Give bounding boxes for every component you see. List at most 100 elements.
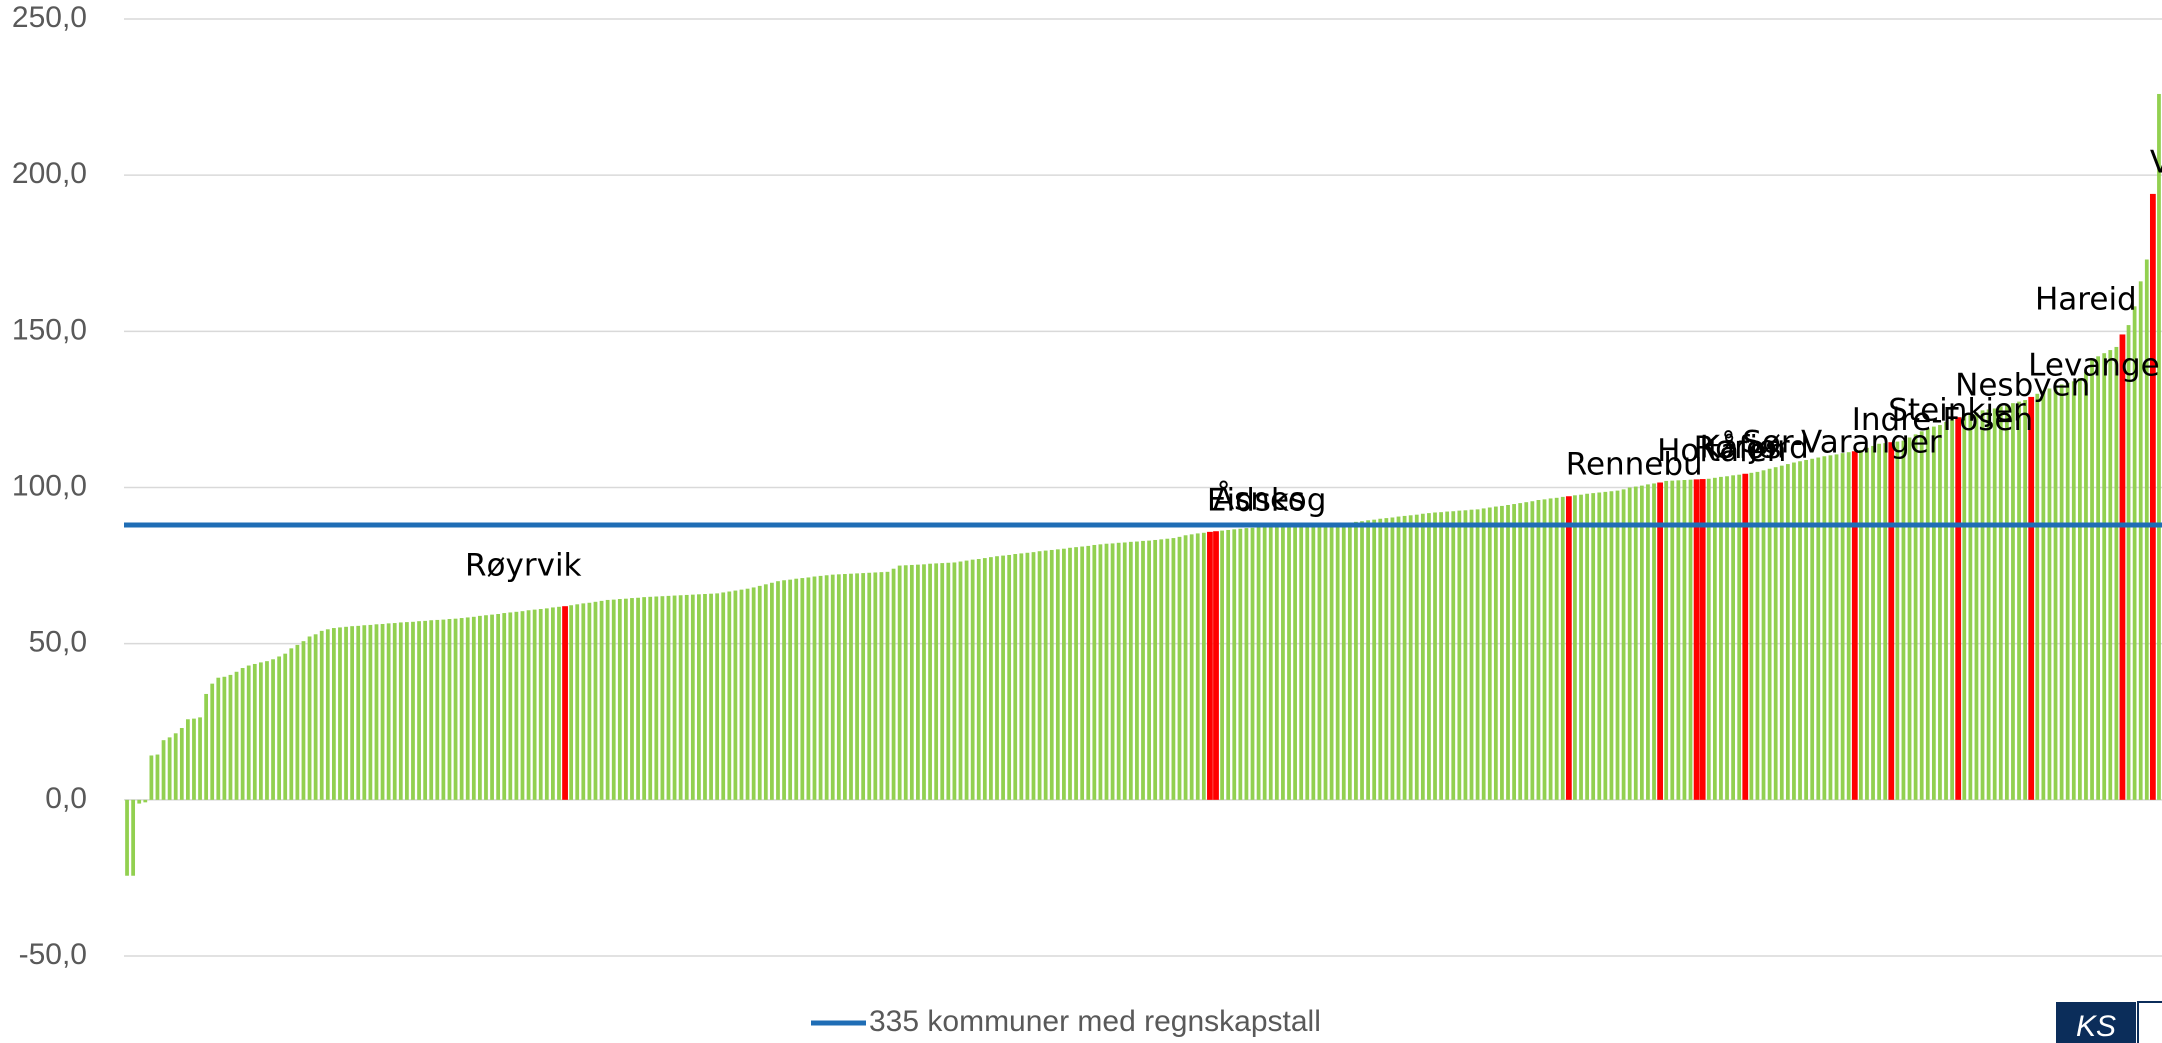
bar [1396,516,1401,800]
bar [1293,526,1297,800]
y-tick-label: 100,0 [12,469,87,502]
bar [1828,455,1833,800]
bar [514,611,519,800]
bar [2041,390,2046,800]
bar-label: Hareid [2035,282,2137,318]
bar [812,576,817,800]
bar [1092,544,1097,800]
bar [1846,452,1851,800]
bar [1189,534,1194,800]
bar [2096,356,2101,800]
highlight-bar [1693,479,1700,800]
bar [849,573,853,800]
bar [173,733,178,800]
bar [1463,510,1468,800]
bar [824,575,829,800]
bar [1037,551,1042,800]
bar [1226,529,1231,800]
bar [1268,527,1273,800]
bar [1104,543,1109,800]
bar [435,619,440,800]
bar [922,564,926,800]
bar [1591,493,1596,800]
bar [1287,526,1291,800]
bar [1171,538,1176,800]
bar [368,624,373,800]
bar [1506,504,1510,800]
bar [1475,509,1480,800]
logo-box-2 [2137,1001,2162,1043]
bar [1980,410,1985,800]
bar [1731,475,1735,800]
bar [1366,520,1370,800]
bar [1901,440,1906,800]
bar [271,659,275,800]
bar [1992,408,1997,800]
bar [532,609,537,800]
bar [1877,443,1881,800]
bar-label: Røros [1694,430,1782,466]
bar [277,656,282,800]
bar [928,563,932,800]
bar [1420,513,1425,800]
bar [1378,518,1383,800]
bar [544,608,549,800]
bar [557,606,561,800]
bar [2132,306,2137,800]
bar [496,613,501,800]
bar [228,674,233,800]
bar [258,662,263,800]
y-tick-label: 150,0 [12,313,87,346]
logo-text: KS [2076,1010,2116,1043]
bar [1542,499,1547,800]
bar [1354,521,1358,800]
highlight-bar [1207,531,1213,800]
bar [806,577,811,800]
bar [1761,470,1766,800]
bar [636,597,640,800]
bar [1548,498,1553,800]
bar [1676,480,1681,800]
bar [1627,487,1632,800]
bar [1986,409,1991,800]
bar [508,612,513,800]
bar [1439,512,1443,800]
bar [952,562,957,800]
bar [331,628,336,800]
bar [1232,529,1237,800]
bar [1670,480,1675,800]
bar [1165,538,1170,800]
bar [429,620,434,800]
bar [125,799,129,876]
bar [1250,527,1255,800]
bar [192,718,196,800]
bar [1585,493,1589,800]
bar [843,574,847,800]
bar [1274,526,1279,800]
bar [1925,428,1930,800]
bar [1597,492,1602,800]
bar [1159,539,1164,800]
bar [1785,464,1790,800]
bar [1055,549,1060,800]
bar [1792,462,1796,800]
bar [916,564,920,800]
bar [909,564,914,800]
bar [1031,552,1036,800]
bar [1317,525,1322,800]
bar [179,727,184,800]
highlight-bar [1213,531,1219,800]
bar [362,625,367,800]
bar [2071,381,2076,800]
bar [1944,421,1948,800]
bar [1244,528,1249,800]
bar [301,641,306,800]
bar [1500,505,1504,800]
highlight-bar [562,606,568,800]
bar [222,676,227,800]
bar [398,622,403,800]
bar [1822,456,1827,800]
bar [788,579,793,800]
bar [611,599,616,800]
bar [1068,547,1072,800]
